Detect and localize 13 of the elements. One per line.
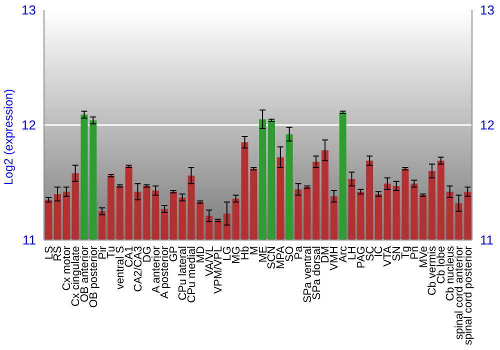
- y2-tick-label: 13: [480, 2, 494, 18]
- y-tick-label: 12: [22, 118, 36, 133]
- x-tick-label: CPu medial: [186, 246, 198, 303]
- y-axis-title: Log2 (expression): [1, 88, 16, 185]
- y2-tick-label: 11: [480, 232, 494, 248]
- x-tick-label: RS: [52, 246, 64, 262]
- y2-tick-label: 12: [480, 118, 494, 133]
- x-tick-label: DG: [141, 246, 154, 262]
- x-tick-label: Tg: [400, 246, 412, 259]
- y-tick-label: 11: [22, 232, 36, 248]
- x-tick-label: Pa: [292, 245, 305, 260]
- y-tick-label: 13: [22, 2, 36, 18]
- x-tick-label: A posterior: [159, 246, 172, 299]
